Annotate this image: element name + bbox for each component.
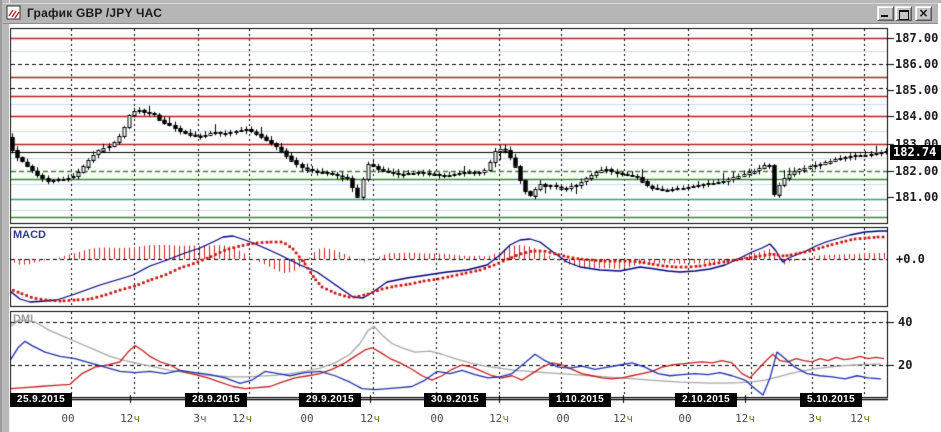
dmi-label: DMI xyxy=(13,313,34,325)
time-tick-label: 00 xyxy=(300,412,313,425)
time-tick-value: 00 xyxy=(300,412,314,425)
time-tick-value: 12 xyxy=(613,412,627,425)
window-title: График GBP /JPY ЧАС xyxy=(27,6,163,20)
time-tick-label: 3ч xyxy=(808,412,821,425)
time-tick-value: 3 xyxy=(808,412,815,425)
price-axis-label: 186.00 xyxy=(895,57,939,71)
minimize-icon xyxy=(881,15,888,17)
time-tick-value: 00 xyxy=(430,412,444,425)
price-axis-label: 187.00 xyxy=(895,31,939,45)
time-tick-value: 12 xyxy=(120,412,134,425)
time-tick-value: 00 xyxy=(678,412,692,425)
time-tick-label: 12ч xyxy=(613,412,633,425)
time-tick-label: 12ч xyxy=(489,412,509,425)
titlebar[interactable]: График GBP /JPY ЧАС × xyxy=(3,3,938,24)
current-price-badge: 182.74 xyxy=(890,145,941,160)
dmi-level-20-label: 20 xyxy=(898,358,913,372)
time-tick-label: 00 xyxy=(430,412,443,425)
date-box: 1.10.2015 xyxy=(549,393,612,407)
maximize-icon xyxy=(899,10,909,20)
time-tick-value: 12 xyxy=(360,412,374,425)
time-tick-label: 00 xyxy=(556,412,569,425)
time-tick-value: 12 xyxy=(489,412,503,425)
price-axis-label: 185.00 xyxy=(895,83,939,97)
time-tick-label: 3ч xyxy=(193,412,206,425)
price-axis-label: 181.00 xyxy=(895,190,939,204)
time-tick-suffix: ч xyxy=(245,412,252,425)
time-tick-suffix: ч xyxy=(815,412,822,425)
macd-zero-label: +0.0 xyxy=(896,252,925,266)
time-tick-label: 12ч xyxy=(735,412,755,425)
close-icon: × xyxy=(918,6,929,20)
time-tick-value: 00 xyxy=(61,412,75,425)
time-tick-suffix: ч xyxy=(200,412,207,425)
time-tick-label: 12ч xyxy=(850,412,870,425)
time-tick-suffix: ч xyxy=(863,412,870,425)
time-tick-label: 12ч xyxy=(232,412,252,425)
time-tick-value: 12 xyxy=(735,412,749,425)
time-tick-value: 00 xyxy=(556,412,570,425)
dmi-level-40-label: 40 xyxy=(898,315,913,329)
time-tick-label: 12ч xyxy=(360,412,380,425)
time-tick-label: 12ч xyxy=(120,412,140,425)
time-tick-suffix: ч xyxy=(748,412,755,425)
window-frame-left xyxy=(0,0,10,432)
date-box: 5.10.2015 xyxy=(800,393,863,407)
macd-label: MACD xyxy=(13,229,46,241)
time-tick-value: 3 xyxy=(193,412,200,425)
time-tick-label: 00 xyxy=(678,412,691,425)
chart-app-icon xyxy=(6,5,22,21)
minimize-button[interactable] xyxy=(877,6,894,21)
time-tick-suffix: ч xyxy=(373,412,380,425)
time-tick-value: 12 xyxy=(232,412,246,425)
time-tick-suffix: ч xyxy=(502,412,509,425)
time-tick-suffix: ч xyxy=(133,412,140,425)
window-buttons: × xyxy=(876,6,932,21)
date-box: 30.9.2015 xyxy=(424,393,487,407)
time-tick-suffix: ч xyxy=(626,412,633,425)
time-tick-value: 12 xyxy=(850,412,864,425)
maximize-button[interactable] xyxy=(895,6,912,21)
price-axis-label: 184.00 xyxy=(895,109,939,123)
close-button[interactable]: × xyxy=(915,6,932,21)
date-box: 29.9.2015 xyxy=(299,393,362,407)
price-axis-label: 182.00 xyxy=(895,164,939,178)
date-box: 25.9.2015 xyxy=(10,393,73,407)
time-tick-label: 00 xyxy=(61,412,74,425)
date-box: 28.9.2015 xyxy=(185,393,248,407)
window-frame-top xyxy=(0,0,941,3)
date-box: 2.10.2015 xyxy=(675,393,738,407)
